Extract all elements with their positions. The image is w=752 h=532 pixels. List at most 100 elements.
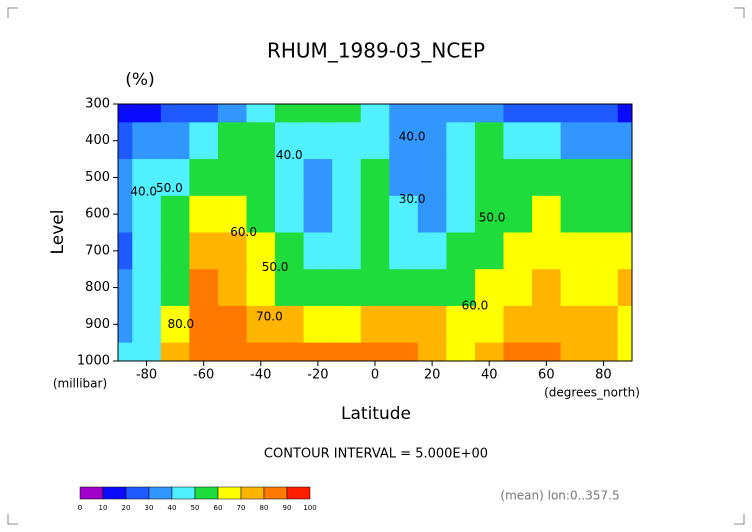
field-cell [246,195,276,233]
field-cell [332,122,362,160]
contour-label: 70.0 [256,309,283,323]
field-cell [503,342,533,362]
colorbar-label: 100 [303,504,316,512]
contour-label: 80.0 [167,317,194,331]
field-cell [503,305,533,344]
colorbar-label: 0 [78,504,82,512]
field-cell [589,305,619,344]
field-cell [446,342,476,362]
field-cell [360,232,390,270]
field-cell [446,305,476,344]
field-cell [532,195,562,233]
contour-label: 30.0 [399,192,426,206]
field-cell [332,104,362,123]
field-cell [532,342,562,362]
colorbar-swatch [148,486,173,500]
y-tick-label: 300 [85,97,110,112]
y-units: (millibar) [53,377,107,391]
field-cell [217,305,247,344]
field-cell [160,342,190,362]
x-tick-label: 80 [595,368,612,383]
field-cell [217,342,247,362]
field-cell [360,104,390,123]
field-cell [389,232,419,270]
field-cell [303,232,333,270]
field-cell [589,269,619,307]
field-cell [503,269,533,307]
field-cell [560,122,590,160]
field-cell [189,269,219,307]
field-cell [446,232,476,270]
field-cell [589,195,619,233]
field-cell [132,305,162,344]
contour-label: 60.0 [462,298,489,312]
field-cell [189,195,219,233]
x-tick-label: 40 [481,368,498,383]
field-cell [474,159,504,197]
field-cell [532,232,562,270]
field-cell [474,342,504,362]
field-cell [360,122,390,160]
field-cell [532,269,562,307]
field-cell [189,122,219,160]
field-cell [474,269,504,307]
field-cell [560,232,590,270]
field-cell [275,104,305,123]
y-tick-label: 700 [85,243,110,258]
field-cell [303,104,333,123]
field-cell [474,122,504,160]
field-cell [532,305,562,344]
field-cell [160,195,190,233]
colorbar-label: 50 [191,504,200,512]
colorbar-label: 70 [237,504,246,512]
field-cell [118,159,133,197]
field-cell [446,104,476,123]
field-cell [503,122,533,160]
field-cell [417,269,447,307]
field-cell [118,122,133,160]
field-cell [560,305,590,344]
field-cell [389,159,419,197]
field-cell [132,122,162,160]
contour-label: 50.0 [156,181,183,195]
field-cell [189,342,219,362]
x-tick-label: 60 [538,368,555,383]
field-cell [360,195,390,233]
field-cell [560,342,590,362]
contour-interval: CONTOUR INTERVAL = 5.000E+00 [264,447,488,462]
field-cell [132,104,162,123]
field-cell [275,195,305,233]
colorbar-swatch [79,486,104,500]
field-cell [132,342,162,362]
x-tick-label: -20 [307,368,328,383]
field-cell [332,232,362,270]
field-cell [303,195,333,233]
x-tick-label: -60 [193,368,214,383]
field-cell [532,104,562,123]
colorbar-swatch [286,486,311,500]
field-cell [617,159,633,197]
y-tick-label: 900 [85,317,110,332]
field-cell [275,305,305,344]
field-cell [189,232,219,270]
colorbar-swatch [194,486,219,500]
field-cell [132,232,162,270]
field-cell [217,104,247,123]
field-cell [417,342,447,362]
field-cell [217,269,247,307]
field-cell [560,159,590,197]
field-cell [417,232,447,270]
field-cell [246,305,276,344]
field-cell [246,232,276,270]
field-cell [275,269,305,307]
contour-label: 40.0 [130,185,157,199]
field-cell [446,195,476,233]
field-cell [246,342,276,362]
field-cell [246,159,276,197]
field-cell [332,342,362,362]
field-cell [303,269,333,307]
contour-label: 40.0 [276,148,303,162]
field-cell [589,342,619,362]
field [118,104,633,362]
field-cell [246,104,276,123]
